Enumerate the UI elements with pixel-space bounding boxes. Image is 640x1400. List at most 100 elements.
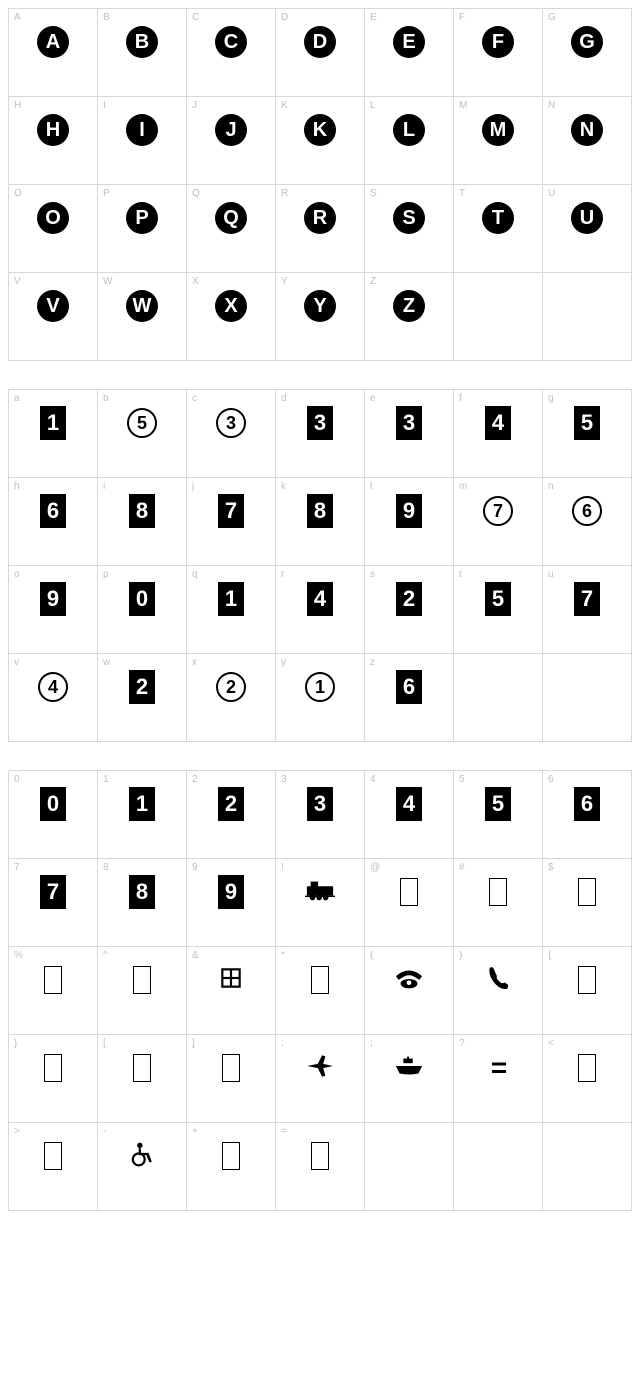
blank-cell	[543, 1123, 632, 1211]
cell-key-label: A	[14, 12, 21, 23]
glyph-cell: 66	[543, 771, 632, 859]
glyph-cell: XX	[187, 273, 276, 361]
glyph-wrap: G	[571, 23, 603, 61]
glyph-cell: SS	[365, 185, 454, 273]
cell-key-label: 5	[459, 774, 465, 785]
white-circle-glyph: 2	[216, 672, 246, 702]
glyph-wrap: C	[215, 23, 247, 61]
glyph-wrap	[133, 1049, 151, 1087]
glyph-wrap: T	[482, 199, 514, 237]
cell-key-label: s	[370, 569, 375, 580]
black-rect-glyph: 6	[40, 494, 66, 528]
cell-key-label: 4	[370, 774, 376, 785]
cell-key-label: }	[14, 1038, 17, 1049]
glyph-cell: ;	[365, 1035, 454, 1123]
cell-key-label: [	[103, 1038, 106, 1049]
glyph-cell: u7	[543, 566, 632, 654]
glyph-grid: AABBCCDDEEFFGGHHIIJJKKLLMMNNOOPPQQRRSSTT…	[8, 8, 632, 361]
cell-key-label: O	[14, 188, 22, 199]
cell-key-label: {	[548, 950, 551, 961]
glyph-cell: n6	[543, 478, 632, 566]
cell-key-label: h	[14, 481, 20, 492]
cell-key-label: v	[14, 657, 19, 668]
cell-key-label: T	[459, 188, 465, 199]
glyph-cell: &	[187, 947, 276, 1035]
cell-key-label: N	[548, 100, 555, 111]
cell-key-label: 2	[192, 774, 198, 785]
glyph-cell: a1	[9, 390, 98, 478]
glyph-wrap: Y	[304, 287, 336, 325]
glyph-cell: <	[543, 1035, 632, 1123]
glyph-wrap: 1	[218, 580, 244, 618]
section-uppercase: AABBCCDDEEFFGGHHIIJJKKLLMMNNOOPPQQRRSSTT…	[8, 8, 632, 361]
glyph-cell: PP	[98, 185, 187, 273]
glyph-wrap: 5	[485, 580, 511, 618]
glyph-cell: r4	[276, 566, 365, 654]
cell-key-label: #	[459, 862, 465, 873]
equals-glyph: =	[491, 1052, 505, 1084]
glyph-cell: FF	[454, 9, 543, 97]
cell-key-label: 0	[14, 774, 20, 785]
glyph-wrap	[44, 1137, 62, 1175]
black-circle-glyph: N	[571, 114, 603, 146]
black-rect-glyph: 3	[307, 406, 333, 440]
cell-key-label: 1	[103, 774, 109, 785]
black-rect-glyph: 8	[129, 875, 155, 909]
glyph-cell: c3	[187, 390, 276, 478]
glyph-cell: !	[276, 859, 365, 947]
cell-key-label: L	[370, 100, 376, 111]
cell-key-label: d	[281, 393, 287, 404]
glyph-cell: l9	[365, 478, 454, 566]
glyph-cell: ]	[187, 1035, 276, 1123]
glyph-wrap: 9	[396, 492, 422, 530]
glyph-wrap: 7	[40, 873, 66, 911]
train-icon	[305, 877, 335, 907]
black-circle-glyph: E	[393, 26, 425, 58]
cell-key-label: 6	[548, 774, 554, 785]
placeholder-glyph	[400, 878, 418, 906]
glyph-wrap	[222, 1049, 240, 1087]
glyph-grid: 00112233445566778899!@#$%^&*(){}[]:;?=<>…	[8, 770, 632, 1211]
black-circle-glyph: Y	[304, 290, 336, 322]
black-rect-glyph: 9	[218, 875, 244, 909]
glyph-cell: #	[454, 859, 543, 947]
glyph-cell: KK	[276, 97, 365, 185]
cell-key-label: 8	[103, 862, 109, 873]
glyph-cell: =	[276, 1123, 365, 1211]
glyph-wrap	[216, 961, 246, 999]
glyph-wrap: 5	[127, 404, 157, 442]
glyph-wrap	[305, 873, 335, 911]
glyph-wrap: 2	[396, 580, 422, 618]
black-circle-glyph: J	[215, 114, 247, 146]
cell-key-label: =	[281, 1126, 287, 1137]
glyph-wrap: P	[126, 199, 158, 237]
cell-key-label: a	[14, 393, 20, 404]
cell-key-label: ]	[192, 1038, 195, 1049]
cell-key-label: b	[103, 393, 109, 404]
black-circle-glyph: I	[126, 114, 158, 146]
glyph-cell: ZZ	[365, 273, 454, 361]
cell-key-label: p	[103, 569, 109, 580]
cell-key-label: J	[192, 100, 197, 111]
glyph-cell: OO	[9, 185, 98, 273]
glyph-cell: y1	[276, 654, 365, 742]
black-rect-glyph: 4	[485, 406, 511, 440]
placeholder-glyph	[222, 1054, 240, 1082]
glyph-cell: j7	[187, 478, 276, 566]
glyph-cell: 00	[9, 771, 98, 859]
cell-key-label: H	[14, 100, 21, 111]
cell-key-label: P	[103, 188, 110, 199]
black-rect-glyph: 1	[40, 406, 66, 440]
cell-key-label: &	[192, 950, 199, 961]
cell-key-label: )	[459, 950, 462, 961]
black-circle-glyph: V	[37, 290, 69, 322]
cell-key-label: r	[281, 569, 284, 580]
glyph-cell: ^	[98, 947, 187, 1035]
glyph-wrap: 7	[483, 492, 513, 530]
cell-key-label: G	[548, 12, 556, 23]
placeholder-glyph	[222, 1142, 240, 1170]
glyph-wrap: N	[571, 111, 603, 149]
glyph-wrap	[578, 1049, 596, 1087]
glyph-cell: +	[187, 1123, 276, 1211]
cell-key-label: ;	[370, 1038, 373, 1049]
